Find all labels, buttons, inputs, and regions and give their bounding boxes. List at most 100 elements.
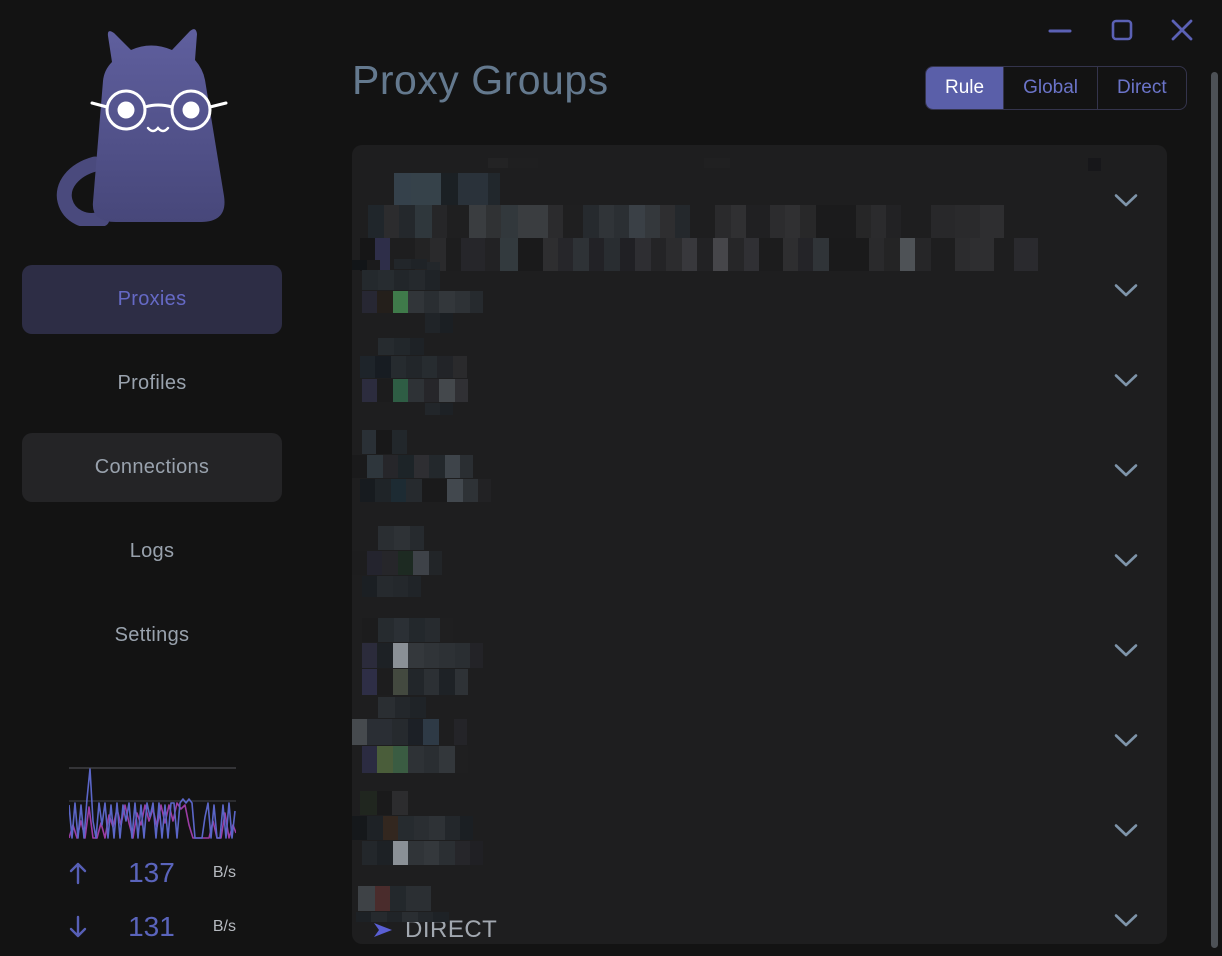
censored-group-text — [675, 205, 690, 238]
censored-group-text — [358, 886, 375, 911]
cat-eye-right — [182, 101, 200, 119]
censored-group-text — [783, 238, 798, 271]
censored-group-text — [424, 643, 439, 668]
censored-group-text — [690, 205, 715, 238]
censored-group-text — [447, 205, 469, 238]
censored-group-text — [445, 816, 460, 840]
censored-group-text — [440, 618, 453, 642]
expand-group-chevron-icon[interactable] — [1114, 463, 1140, 479]
censored-group-text — [356, 912, 371, 922]
censored-group-text — [408, 576, 421, 597]
upload-value: 137 — [128, 857, 175, 888]
download-speed: 131 B/s — [66, 910, 238, 944]
censored-group-text — [871, 205, 886, 238]
censored-group-text — [573, 238, 589, 271]
censored-group-text — [478, 479, 491, 502]
censored-group-text — [455, 669, 468, 695]
censored-group-text — [362, 643, 377, 668]
mode-global-button[interactable]: Global — [1003, 67, 1097, 109]
expand-group-chevron-icon[interactable] — [1114, 283, 1140, 299]
vertical-scrollbar[interactable] — [1211, 72, 1218, 948]
censored-group-text — [367, 816, 383, 840]
censored-group-text — [399, 205, 415, 238]
expand-group-chevron-icon[interactable] — [1114, 553, 1140, 569]
censored-group-text — [1014, 238, 1038, 271]
censored-group-text — [411, 259, 427, 269]
censored-group-text — [393, 669, 408, 695]
censored-group-text — [367, 719, 392, 745]
sidebar-item-connections[interactable]: Connections — [22, 433, 282, 502]
censored-group-text — [398, 551, 413, 575]
censored-group-text — [375, 479, 391, 502]
censored-group-text — [393, 379, 408, 402]
sidebar-item-settings[interactable]: Settings — [114, 624, 190, 646]
censored-group-text — [461, 238, 485, 271]
censored-group-text — [378, 526, 394, 550]
censored-group-text — [425, 403, 440, 415]
censored-group-text — [352, 551, 367, 575]
censored-group-text — [970, 238, 994, 271]
censored-group-text — [548, 205, 563, 238]
censored-group-text — [884, 238, 900, 271]
censored-group-text — [377, 791, 392, 815]
censored-group-text — [362, 379, 377, 402]
expand-group-chevron-icon[interactable] — [1114, 823, 1140, 839]
cat-glasses — [90, 89, 228, 131]
censored-group-text — [629, 205, 645, 238]
censored-group-text — [785, 205, 800, 238]
censored-group-text — [433, 912, 449, 922]
censored-group-text — [362, 746, 377, 773]
censored-group-text — [460, 816, 473, 840]
expand-group-chevron-icon[interactable] — [1114, 373, 1140, 389]
censored-group-text — [500, 238, 518, 271]
censored-group-text — [614, 205, 629, 238]
cat-eye-left — [117, 101, 135, 119]
censored-group-text — [931, 205, 955, 238]
censored-group-text — [394, 618, 409, 642]
censored-group-text — [1088, 158, 1101, 171]
maximize-button[interactable] — [1108, 16, 1136, 44]
page-title: Proxy Groups — [352, 57, 609, 103]
upload-arrow-icon — [66, 859, 90, 887]
censored-group-text — [377, 669, 393, 695]
minimize-button[interactable] — [1046, 16, 1074, 44]
censored-group-text — [651, 238, 666, 271]
proxy-groups-panel: DIRECT — [352, 145, 1167, 944]
censored-group-text — [429, 816, 445, 840]
censored-group-text — [392, 791, 408, 815]
sidebar-item-proxies[interactable]: Proxies — [22, 265, 282, 334]
censored-group-text — [408, 719, 423, 745]
censored-group-text — [424, 291, 439, 313]
censored-group-text — [731, 205, 746, 238]
expand-group-chevron-icon[interactable] — [1114, 733, 1140, 749]
mode-rule-button[interactable]: Rule — [926, 67, 1004, 109]
censored-group-text — [394, 270, 409, 290]
censored-group-text — [414, 816, 429, 840]
mode-direct-button[interactable]: Direct — [1097, 67, 1186, 109]
censored-group-text — [980, 205, 1004, 238]
censored-group-text — [410, 697, 426, 718]
censored-group-text — [697, 238, 713, 271]
close-icon — [1171, 19, 1193, 41]
censored-group-text — [394, 338, 410, 355]
sidebar-item-logs[interactable]: Logs — [129, 540, 175, 562]
censored-group-text — [378, 697, 395, 718]
censored-group-text — [406, 356, 422, 378]
censored-group-text — [454, 719, 467, 745]
cat-tail — [56, 156, 110, 226]
censored-group-text — [375, 886, 390, 911]
sidebar-item-profiles[interactable]: Profiles — [117, 372, 187, 394]
expand-group-chevron-icon[interactable] — [1114, 193, 1140, 209]
expand-group-chevron-icon[interactable] — [1114, 643, 1140, 659]
expand-group-chevron-icon[interactable] — [1114, 913, 1140, 929]
censored-group-text — [383, 455, 398, 478]
censored-group-text — [425, 618, 440, 642]
censored-group-text — [352, 719, 367, 745]
censored-group-text — [994, 238, 1014, 271]
close-button[interactable] — [1168, 16, 1196, 44]
censored-group-text — [352, 260, 367, 270]
censored-group-text — [470, 291, 483, 313]
censored-group-text — [408, 379, 424, 402]
censored-group-text — [469, 205, 486, 238]
